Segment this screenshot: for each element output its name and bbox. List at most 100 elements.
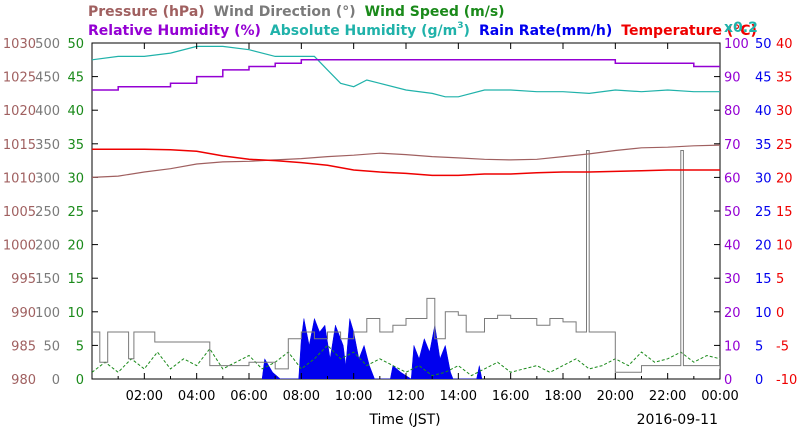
x-tick-label: 22:00 <box>649 389 686 404</box>
y-tick-pressure: 1015 <box>3 138 36 153</box>
series-wind-speed <box>92 344 720 377</box>
x-tick-label: 12:00 <box>387 389 424 404</box>
legend-rain: Rain Rate(mm/h) <box>479 23 612 39</box>
x-tick-label: 02:00 <box>126 389 163 404</box>
y-tick-wind_dir: 150 <box>35 272 60 287</box>
y-tick-rain: 30 <box>755 171 772 186</box>
y-tick-wind_speed: 40 <box>67 104 84 119</box>
series-pressure <box>92 144 720 178</box>
y-tick-pressure: 1005 <box>3 205 36 220</box>
y-tick-rain: 5 <box>755 339 763 354</box>
x-axis-label: Time (JST) <box>368 412 440 428</box>
y-tick-wind_speed: 50 <box>67 37 84 52</box>
y-tick-rain: 45 <box>755 71 772 86</box>
y-tick-wind_dir: 100 <box>35 306 60 321</box>
y-tick-temp: 5 <box>776 272 784 287</box>
series-rain-rate <box>261 317 483 379</box>
y-tick-rh: 0 <box>724 373 732 388</box>
y-tick-pressure: 995 <box>11 272 36 287</box>
y-tick-wind_speed: 0 <box>76 373 84 388</box>
series-wind-direction <box>92 150 720 373</box>
y-tick-temp: 20 <box>776 171 793 186</box>
y-tick-pressure: 1025 <box>3 71 36 86</box>
y-tick-wind_dir: 250 <box>35 205 60 220</box>
y-tick-rain: 0 <box>755 373 763 388</box>
x-tick-label: 16:00 <box>492 389 529 404</box>
x-tick-label: 10:00 <box>335 389 372 404</box>
x-tick-label: 14:00 <box>440 389 477 404</box>
x-tick-label: 00:00 <box>701 389 738 404</box>
y-tick-rh: 100 <box>724 37 749 52</box>
y-tick-rh: 40 <box>724 239 741 254</box>
y-tick-wind_dir: 400 <box>35 104 60 119</box>
y-tick-wind_speed: 20 <box>67 239 84 254</box>
y-tick-temp: -5 <box>776 339 789 354</box>
y-tick-wind_dir: 450 <box>35 71 60 86</box>
y-tick-rh: 50 <box>724 205 741 220</box>
y-tick-temp: 10 <box>776 239 793 254</box>
y-tick-pressure: 1020 <box>3 104 36 119</box>
date-label: 2016-09-11 <box>637 412 718 428</box>
y-tick-wind_dir: 50 <box>43 339 60 354</box>
legend-wind_speed: Wind Speed (m/s) <box>365 4 505 20</box>
plot-frame <box>91 42 721 380</box>
y-tick-wind_speed: 5 <box>76 339 84 354</box>
y-tick-temp: 25 <box>776 138 793 153</box>
series-absolute-humidity <box>92 45 720 98</box>
y-tick-wind_speed: 15 <box>67 272 84 287</box>
y-tick-wind_dir: 300 <box>35 171 60 186</box>
y-tick-temp: 15 <box>776 205 793 220</box>
left-axes: 1030102510201015101010051000995990985980… <box>3 37 98 388</box>
legend-ah-close: ) <box>464 23 470 39</box>
legend-temp: Temperature (°C) <box>621 23 757 39</box>
plot-area <box>92 45 720 379</box>
y-tick-wind_dir: 350 <box>35 138 60 153</box>
y-tick-wind_speed: 35 <box>67 138 84 153</box>
y-tick-pressure: 1030 <box>3 37 36 52</box>
y-tick-rain: 15 <box>755 272 772 287</box>
x-tick-label: 06:00 <box>230 389 267 404</box>
y-tick-pressure: 1010 <box>3 171 36 186</box>
series-relative-humidity <box>92 59 720 91</box>
y-tick-temp: 35 <box>776 71 793 86</box>
y-tick-rain: 35 <box>755 138 772 153</box>
y-tick-wind_speed: 30 <box>67 171 84 186</box>
y-tick-rh: 70 <box>724 138 741 153</box>
legend-pressure: Pressure (hPa) <box>88 4 205 20</box>
x-tick-label: 08:00 <box>283 389 320 404</box>
y-tick-temp: 40 <box>776 37 793 52</box>
y-tick-wind_dir: 200 <box>35 239 60 254</box>
y-tick-wind_dir: 500 <box>35 37 60 52</box>
right-axes: 1009080706050403020100504540353025201510… <box>714 37 797 388</box>
y-tick-temp: 0 <box>776 306 784 321</box>
y-tick-wind_dir: 0 <box>52 373 60 388</box>
y-tick-rain: 40 <box>755 104 772 119</box>
y-tick-rain: 20 <box>755 239 772 254</box>
x-tick-label: 20:00 <box>597 389 634 404</box>
x-tick-label: 04:00 <box>178 389 215 404</box>
y-tick-pressure: 980 <box>11 373 36 388</box>
legend-ah_scale: x0.2 <box>724 20 758 36</box>
y-tick-wind_speed: 25 <box>67 205 84 220</box>
y-tick-rh: 80 <box>724 104 741 119</box>
y-tick-rain: 50 <box>755 37 772 52</box>
y-tick-wind_speed: 45 <box>67 71 84 86</box>
series-temperature <box>92 148 720 177</box>
y-tick-rain: 25 <box>755 205 772 220</box>
y-tick-wind_speed: 10 <box>67 306 84 321</box>
legend: Pressure (hPa) Wind Direction (°) Wind Spe… <box>88 4 758 39</box>
y-tick-pressure: 990 <box>11 306 36 321</box>
y-tick-rh: 90 <box>724 71 741 86</box>
y-tick-rh: 30 <box>724 272 741 287</box>
x-tick-label: 18:00 <box>544 389 581 404</box>
y-tick-temp: 30 <box>776 104 793 119</box>
legend-ah-superscript: 3 <box>457 21 463 31</box>
y-tick-rh: 10 <box>724 339 741 354</box>
y-tick-rh: 20 <box>724 306 741 321</box>
y-tick-temp: -10 <box>776 373 797 388</box>
legend-rh: Relative Humidity (%) <box>88 23 261 39</box>
y-tick-rh: 60 <box>724 171 741 186</box>
y-tick-pressure: 1000 <box>3 239 36 254</box>
y-tick-pressure: 985 <box>11 339 36 354</box>
